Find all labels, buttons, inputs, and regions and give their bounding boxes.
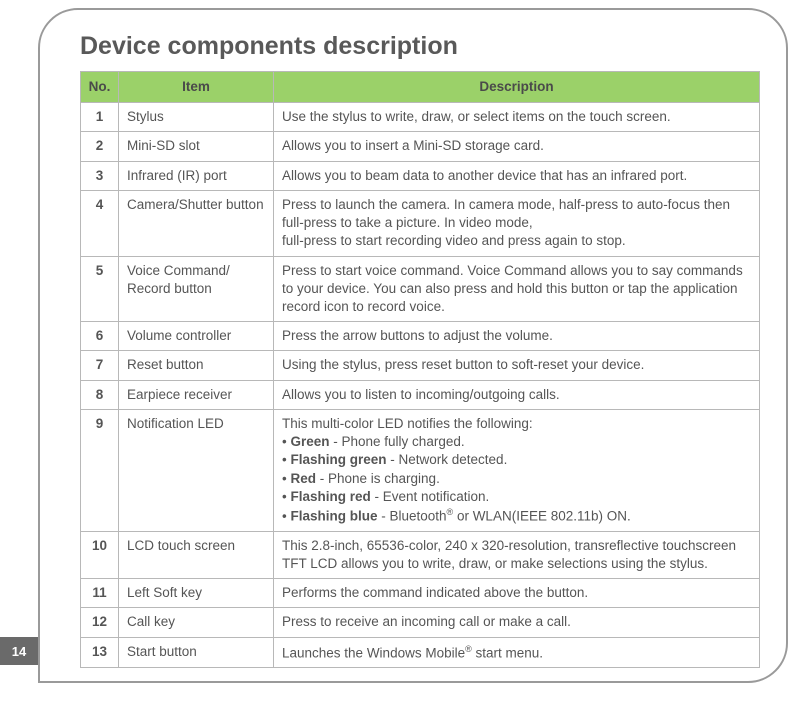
cell-description: Press the arrow buttons to adjust the vo… <box>274 322 760 351</box>
page-title: Device components description <box>80 32 760 61</box>
table-row: 3Infrared (IR) portAllows you to beam da… <box>81 161 760 190</box>
table-row: 5Voice Command/Record buttonPress to sta… <box>81 256 760 322</box>
cell-item: Volume controller <box>119 322 274 351</box>
cell-item: Call key <box>119 608 274 637</box>
table-row: 9Notification LEDThis multi-color LED no… <box>81 409 760 531</box>
header-no: No. <box>81 72 119 103</box>
cell-description: Allows you to beam data to another devic… <box>274 161 760 190</box>
cell-no: 7 <box>81 351 119 380</box>
table-row: 4Camera/Shutter buttonPress to launch th… <box>81 190 760 256</box>
cell-item: Left Soft key <box>119 579 274 608</box>
cell-description: Press to start voice command. Voice Comm… <box>274 256 760 322</box>
cell-no: 8 <box>81 380 119 409</box>
cell-item: Camera/Shutter button <box>119 190 274 256</box>
cell-item: Notification LED <box>119 409 274 531</box>
cell-description: Press to launch the camera. In camera mo… <box>274 190 760 256</box>
cell-item: Start button <box>119 637 274 668</box>
table-row: 7Reset buttonUsing the stylus, press res… <box>81 351 760 380</box>
cell-description: Use the stylus to write, draw, or select… <box>274 103 760 132</box>
table-row: 8Earpiece receiverAllows you to listen t… <box>81 380 760 409</box>
cell-description: Launches the Windows Mobile® start menu. <box>274 637 760 668</box>
cell-no: 4 <box>81 190 119 256</box>
table-row: 6Volume controllerPress the arrow button… <box>81 322 760 351</box>
table-row: 13Start buttonLaunches the Windows Mobil… <box>81 637 760 668</box>
table-row: 2Mini-SD slotAllows you to insert a Mini… <box>81 132 760 161</box>
cell-description: Allows you to listen to incoming/outgoin… <box>274 380 760 409</box>
cell-item: LCD touch screen <box>119 531 274 578</box>
cell-no: 11 <box>81 579 119 608</box>
content-frame: Device components description No. Item D… <box>38 8 788 683</box>
cell-no: 2 <box>81 132 119 161</box>
cell-item: Mini-SD slot <box>119 132 274 161</box>
page-number: 14 <box>12 644 26 659</box>
cell-no: 12 <box>81 608 119 637</box>
cell-description: Allows you to insert a Mini-SD storage c… <box>274 132 760 161</box>
header-item: Item <box>119 72 274 103</box>
page: 14 Device components description No. Ite… <box>0 0 810 705</box>
table-row: 1StylusUse the stylus to write, draw, or… <box>81 103 760 132</box>
cell-no: 3 <box>81 161 119 190</box>
cell-description: Using the stylus, press reset button to … <box>274 351 760 380</box>
cell-no: 6 <box>81 322 119 351</box>
page-number-tab: 14 <box>0 637 38 665</box>
cell-description: This multi-color LED notifies the follow… <box>274 409 760 531</box>
cell-no: 5 <box>81 256 119 322</box>
components-table: No. Item Description 1StylusUse the styl… <box>80 71 760 668</box>
cell-item: Voice Command/Record button <box>119 256 274 322</box>
cell-description: This 2.8-inch, 65536-color, 240 x 320-re… <box>274 531 760 578</box>
cell-item: Stylus <box>119 103 274 132</box>
table-row: 11Left Soft keyPerforms the command indi… <box>81 579 760 608</box>
cell-item: Reset button <box>119 351 274 380</box>
cell-no: 1 <box>81 103 119 132</box>
cell-no: 13 <box>81 637 119 668</box>
cell-no: 10 <box>81 531 119 578</box>
cell-item: Infrared (IR) port <box>119 161 274 190</box>
table-row: 10LCD touch screenThis 2.8-inch, 65536-c… <box>81 531 760 578</box>
header-description: Description <box>274 72 760 103</box>
cell-description: Performs the command indicated above the… <box>274 579 760 608</box>
cell-no: 9 <box>81 409 119 531</box>
cell-description: Press to receive an incoming call or mak… <box>274 608 760 637</box>
table-header-row: No. Item Description <box>81 72 760 103</box>
table-row: 12Call keyPress to receive an incoming c… <box>81 608 760 637</box>
cell-item: Earpiece receiver <box>119 380 274 409</box>
